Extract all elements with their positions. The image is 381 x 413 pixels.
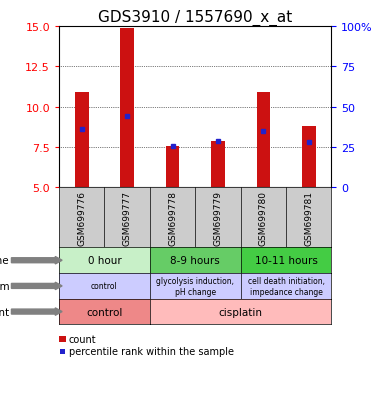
Text: control: control <box>86 307 123 317</box>
Text: cell death initiation,
impedance change: cell death initiation, impedance change <box>248 277 325 296</box>
Bar <box>166 147 179 188</box>
Text: GSM699776: GSM699776 <box>77 190 86 245</box>
Text: GSM699777: GSM699777 <box>123 190 132 245</box>
Bar <box>256 93 270 188</box>
Text: 10-11 hours: 10-11 hours <box>255 256 317 266</box>
Text: control: control <box>91 282 118 291</box>
Text: 8-9 hours: 8-9 hours <box>170 256 220 266</box>
Text: cisplatin: cisplatin <box>219 307 263 317</box>
Bar <box>302 127 315 188</box>
Text: count: count <box>69 334 96 344</box>
Text: GSM699779: GSM699779 <box>213 190 223 245</box>
Text: metabolism: metabolism <box>0 281 10 291</box>
Bar <box>120 28 134 188</box>
Text: time: time <box>0 256 10 266</box>
Text: 0 hour: 0 hour <box>88 256 121 266</box>
Text: GSM699778: GSM699778 <box>168 190 177 245</box>
Bar <box>75 93 88 188</box>
Title: GDS3910 / 1557690_x_at: GDS3910 / 1557690_x_at <box>98 9 292 26</box>
Text: GSM699780: GSM699780 <box>259 190 268 245</box>
Text: percentile rank within the sample: percentile rank within the sample <box>69 347 234 356</box>
Text: GSM699781: GSM699781 <box>304 190 313 245</box>
Bar <box>211 141 225 188</box>
Text: glycolysis induction,
pH change: glycolysis induction, pH change <box>156 277 234 296</box>
Text: agent: agent <box>0 307 10 317</box>
